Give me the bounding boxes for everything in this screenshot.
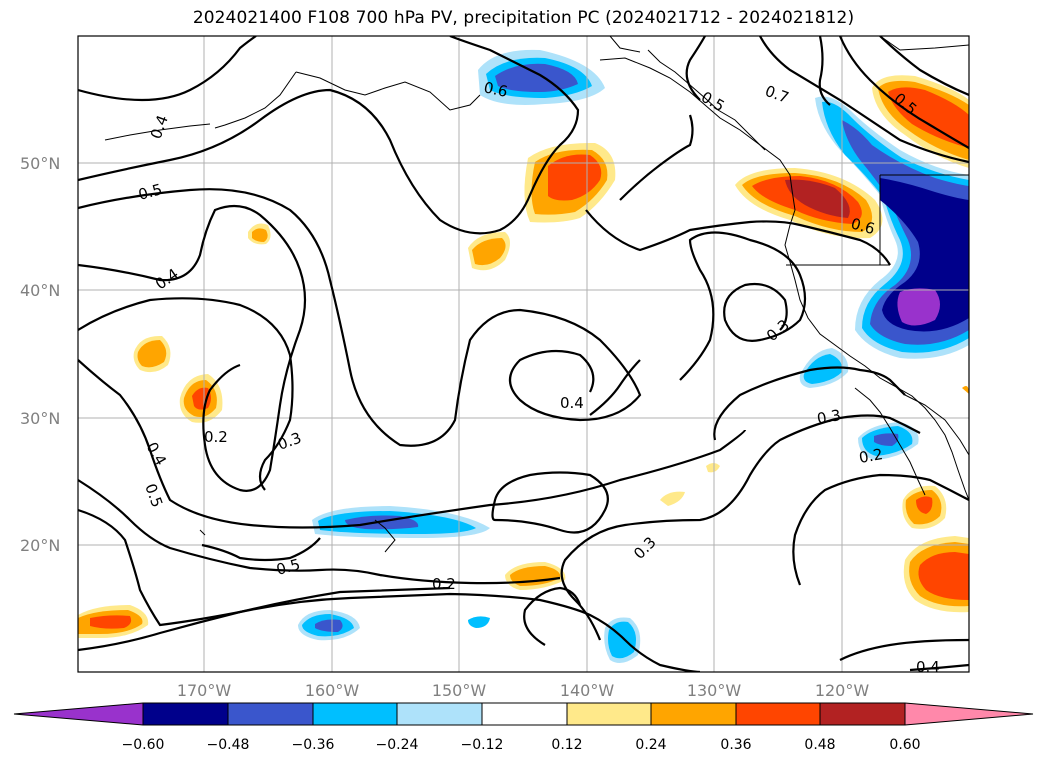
precip-shading bbox=[78, 49, 969, 664]
colorbar-segment bbox=[397, 703, 482, 725]
contour-label: 0.5 bbox=[274, 555, 302, 579]
colorbar-tick-label: 0.12 bbox=[551, 737, 582, 753]
colorbar-under-arrow bbox=[14, 703, 143, 725]
lon-label-130w: 130°W bbox=[687, 681, 742, 700]
contour-label: 0.5 bbox=[136, 180, 164, 204]
colorbar-tick-label: −0.24 bbox=[376, 737, 419, 753]
colorbar-segment bbox=[567, 703, 651, 725]
colorbar-tick-label: 0.24 bbox=[635, 737, 666, 753]
precip-negative-small-3 bbox=[468, 616, 490, 628]
colorbar-tick-label: 0.48 bbox=[804, 737, 835, 753]
lon-label-170w: 170°W bbox=[177, 681, 232, 700]
precip-positive-west-3 bbox=[248, 223, 271, 245]
colorbar-segment bbox=[482, 703, 567, 725]
colorbar-segment bbox=[228, 703, 313, 725]
precip-positive-west-4 bbox=[78, 605, 149, 638]
colorbar: −0.60 −0.48 −0.36 −0.24 −0.12 0.12 0.24 … bbox=[13, 702, 1034, 753]
precip-positive-pacific-northwest bbox=[735, 168, 883, 239]
lat-label-50n: 50°N bbox=[20, 154, 60, 173]
pv-contours bbox=[78, 36, 969, 672]
colorbar-tick-label: −0.12 bbox=[461, 737, 504, 753]
contour-label: 0.6 bbox=[849, 214, 877, 238]
colorbar-tick-label: 0.36 bbox=[720, 737, 751, 753]
colorbar-tick-label: −0.36 bbox=[292, 737, 335, 753]
colorbar-tick-label: −0.60 bbox=[122, 737, 165, 753]
precip-negative-small-2 bbox=[604, 617, 641, 664]
colorbar-tick-label: −0.48 bbox=[207, 737, 250, 753]
colorbar-segment bbox=[651, 703, 736, 725]
contour-label: 0.4 bbox=[560, 394, 584, 412]
precip-negative-gulf-alaska bbox=[478, 49, 605, 105]
contour-label: 0.3 bbox=[816, 406, 843, 428]
lat-label-20n: 20°N bbox=[20, 536, 60, 555]
lon-label-120w: 120°W bbox=[815, 681, 870, 700]
coastlines bbox=[104, 36, 969, 553]
longitude-labels: 170°W 160°W 150°W 140°W 130°W 120°W bbox=[177, 681, 870, 700]
precip-negative-small-1 bbox=[298, 610, 360, 641]
precip-positive-west-1 bbox=[133, 335, 171, 373]
precip-positive-mexico bbox=[902, 485, 947, 529]
colorbar-segment bbox=[143, 703, 228, 725]
map-frame bbox=[77, 35, 970, 673]
lon-label-160w: 160°W bbox=[305, 681, 360, 700]
colorbar-segment bbox=[736, 703, 820, 725]
map-panel: 0.6 0.5 0.7 0.5 0.4 0.5 0.4 0.6 0.3 0.4 … bbox=[77, 35, 970, 676]
precip-positive-small-1 bbox=[468, 232, 510, 271]
lat-label-40n: 40°N bbox=[20, 281, 60, 300]
map-title: 2024021400 F108 700 hPa PV, precipitatio… bbox=[192, 8, 855, 28]
colorbar-segment bbox=[820, 703, 905, 725]
contour-label: 0.2 bbox=[858, 445, 885, 467]
contour-label: 0.4 bbox=[916, 658, 940, 676]
contour-label: 0.2 bbox=[204, 428, 228, 446]
colorbar-over-arrow bbox=[905, 703, 1033, 725]
precip-positive-southeast bbox=[903, 536, 969, 613]
colorbar-segment bbox=[313, 703, 397, 725]
lon-label-150w: 150°W bbox=[432, 681, 487, 700]
lon-label-140w: 140°W bbox=[560, 681, 615, 700]
contour-label: 0.2 bbox=[432, 575, 456, 593]
precip-positive-small-3 bbox=[660, 386, 969, 506]
lat-label-30n: 30°N bbox=[20, 409, 60, 428]
colorbar-tick-label: 0.60 bbox=[889, 737, 920, 753]
latitude-labels: 50°N 40°N 30°N 20°N bbox=[20, 154, 60, 555]
contour-label: 0.6 bbox=[482, 78, 509, 101]
graticule bbox=[78, 36, 969, 672]
